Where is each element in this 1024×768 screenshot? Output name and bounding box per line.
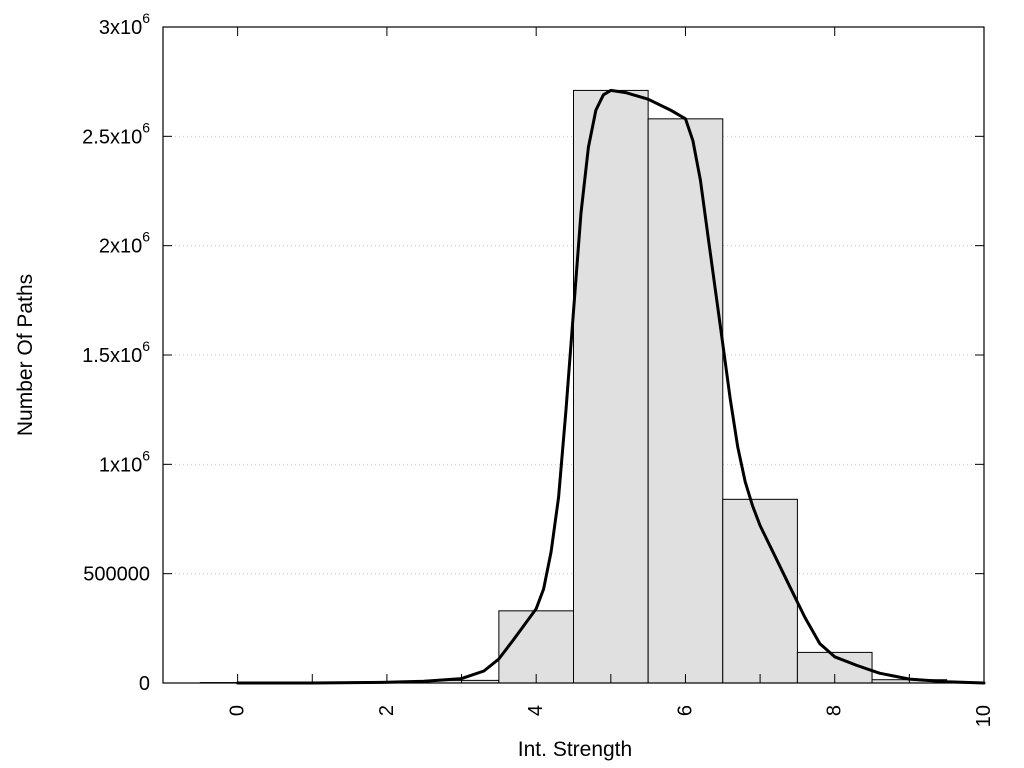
x-tick-label: 6	[674, 705, 696, 716]
x-tick-label: 2	[376, 705, 398, 716]
tick-labels: 0 2 4 6 8 1005000001x1061.5x1062x1062.5x1063x…	[82, 10, 995, 727]
y-tick-label-exponent: 6	[142, 10, 150, 26]
y-tick-label: 500000	[83, 564, 150, 586]
y-tick-label-exponent: 6	[142, 338, 150, 354]
axis-ticks	[163, 26, 985, 684]
y-axis-label: Number Of Paths	[14, 274, 37, 436]
y-tick-label-base: 500000	[83, 564, 150, 586]
y-tick-label: 1x106	[99, 447, 150, 476]
histogram-bar	[722, 498, 798, 684]
fit-curve-layer	[236, 88, 986, 685]
y-tick-label-base: 2x10	[99, 236, 142, 258]
y-tick-label-base: 2.5x10	[82, 126, 142, 148]
x-axis-label: Int. Strength	[518, 738, 632, 761]
y-tick-label-exponent: 6	[142, 229, 150, 245]
histogram-bar	[647, 118, 724, 684]
y-tick-label-base: 3x10	[99, 17, 142, 39]
y-tick-label-exponent: 6	[142, 119, 150, 135]
gridlines	[163, 135, 984, 575]
histogram-bars	[199, 89, 948, 684]
y-tick-label-exponent: 6	[142, 447, 150, 463]
x-tick-label: 0	[227, 705, 249, 716]
y-tick-label-base: 0	[139, 673, 150, 695]
histogram-bar	[498, 610, 575, 684]
y-tick-label: 3x106	[99, 10, 150, 39]
x-tick-label: 10	[973, 705, 995, 727]
x-tick-label: 4	[525, 705, 547, 716]
fit-curve	[236, 88, 986, 685]
y-tick-label: 1.5x106	[82, 338, 150, 367]
y-tick-label-base: 1x10	[99, 454, 142, 476]
y-tick-label: 0	[139, 673, 150, 695]
y-tick-label: 2x106	[99, 229, 150, 258]
y-tick-label: 2.5x106	[82, 119, 150, 148]
y-tick-label-base: 1.5x10	[82, 345, 142, 367]
x-tick-label: 8	[824, 705, 846, 716]
